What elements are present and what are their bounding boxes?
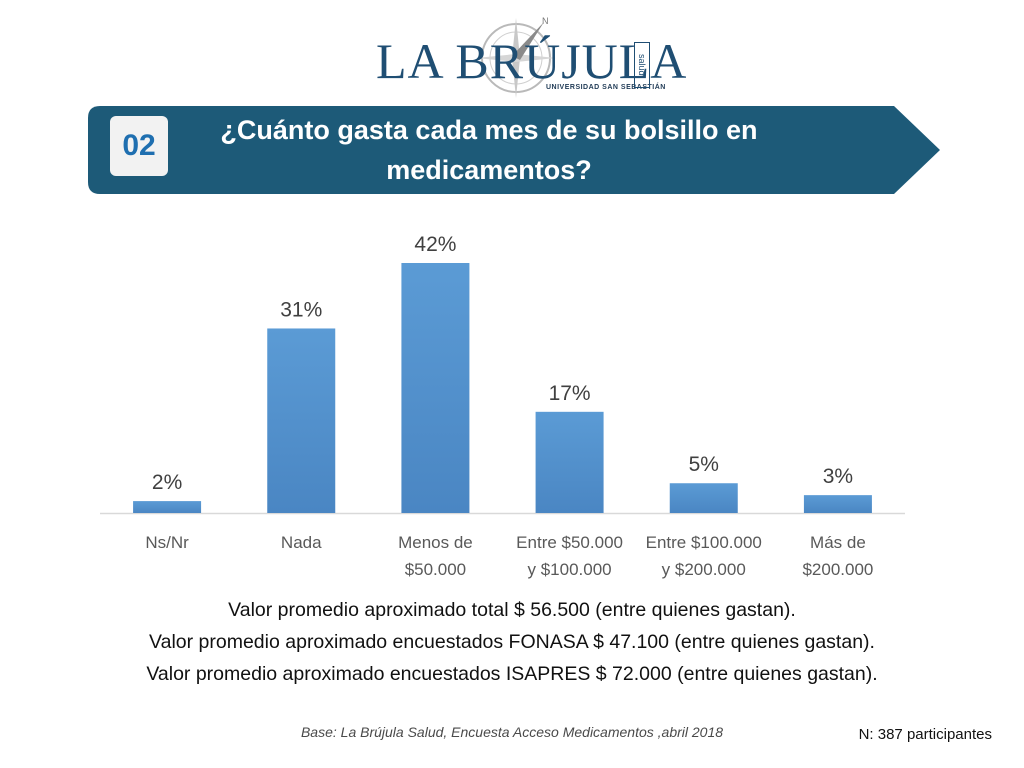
data-label-3: 17% [549,382,591,405]
category-label-4-1: y $200.000 [662,560,746,579]
bar-4 [669,483,738,513]
category-label-3-0: Entre $50.000 [516,533,623,552]
svg-text:N: N [542,16,549,26]
bar-1 [267,328,336,513]
compass-icon: N [476,16,556,98]
bar-2 [401,263,470,513]
logo-side-label: salud [634,42,650,88]
category-label-3-1: y $100.000 [528,560,612,579]
category-label-2-1: $50.000 [405,560,466,579]
data-label-4: 5% [689,453,719,476]
data-label-2: 42% [414,233,456,256]
question-number-badge: 02 [110,116,168,176]
category-label-5-1: $200.000 [802,560,873,579]
question-title: ¿Cuánto gasta cada mes de su bolsillo en… [220,115,758,185]
logo: N LA BRÚJULA UNIVERSIDAD SAN SEBASTIÁN s… [370,14,686,100]
banner-arrow-shape [88,106,940,194]
category-label-4-0: Entre $100.000 [646,533,762,552]
source-note: Base: La Brújula Salud, Encuesta Acceso … [300,724,724,740]
data-label-0: 2% [152,471,182,494]
sample-size: N: 387 participantes [858,726,992,743]
bar-5 [803,495,872,513]
category-label-5-0: Más de [810,533,866,552]
logo-tagline: UNIVERSIDAD SAN SEBASTIÁN [546,84,666,91]
question-banner: 02 ¿Cuánto gasta cada mes de su bolsillo… [86,104,942,196]
data-label-1: 31% [280,298,322,321]
note-total: Valor promedio aproximado total $ 56.500… [228,599,796,621]
bar-3 [535,411,604,513]
category-label-2-0: Menos de [398,533,473,552]
average-notes: Valor promedio aproximado total $ 56.500… [0,594,1024,690]
category-label-0-0: Ns/Nr [145,533,189,552]
bar-0 [133,501,202,513]
data-label-5: 3% [823,465,853,488]
note-isapres: Valor promedio aproximado encuestados IS… [146,663,878,685]
category-label-1-0: Nada [281,533,322,552]
note-fonasa: Valor promedio aproximado encuestados FO… [149,631,875,653]
